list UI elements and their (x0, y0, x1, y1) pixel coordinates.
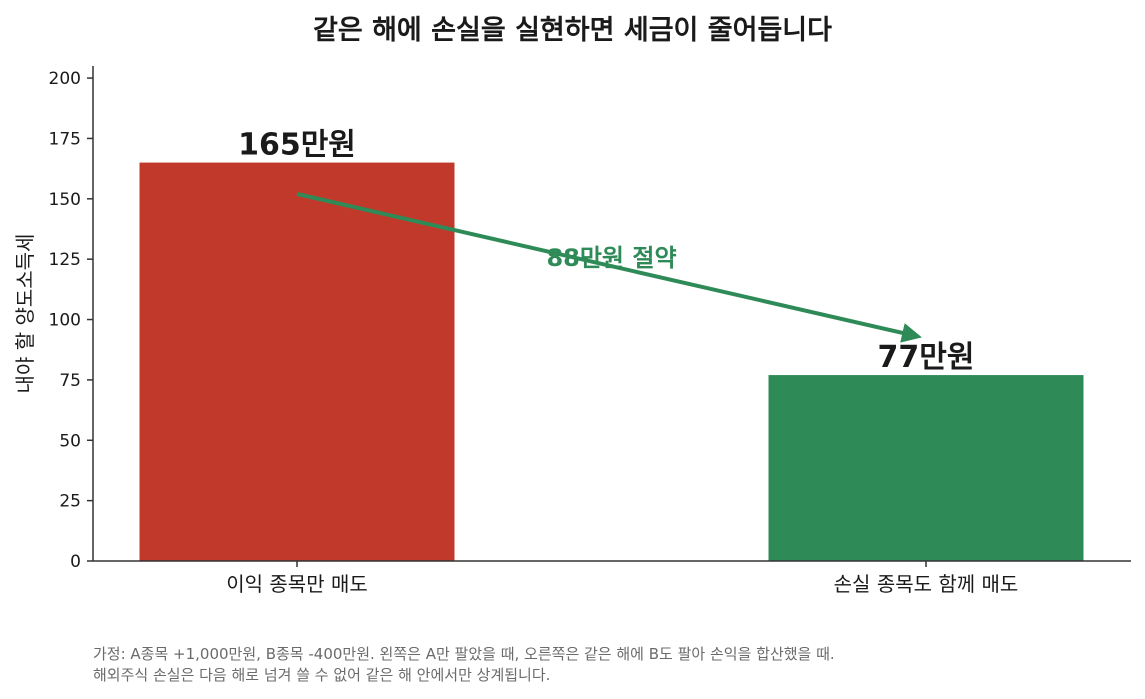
y-tick-label-75: 75 (59, 371, 81, 391)
y-tick-label-100: 100 (49, 311, 81, 331)
chart-title: 같은 해에 손실을 실현하면 세금이 줄어듭니다 (313, 15, 832, 46)
bar-1 (139, 162, 455, 561)
bar-2 (768, 375, 1084, 561)
y-tick-label-0: 0 (70, 552, 81, 572)
footnote-carryforward: 해외주식 손실은 다음 해로 넘겨 쓸 수 없어 같은 해 안에서만 상계됩니다… (93, 666, 551, 684)
x-tick-label-2: 손실 종목도 함께 매도 (834, 572, 1019, 596)
y-tick-label-175: 175 (49, 129, 81, 149)
savings-label: 88만원 절약 (546, 244, 676, 272)
footnote-assumption: 가정: A종목 +1,000만원, B종목 -400만원. 왼쪽은 A만 팔았을… (93, 645, 835, 663)
bar-value-label-2: 77만원 (878, 340, 975, 375)
y-axis-label: 내야 할 양도소득세 (13, 234, 37, 394)
bar-value-label-1: 165만원 (238, 128, 356, 163)
y-tick-label-125: 125 (49, 250, 81, 270)
y-tick-label-150: 150 (49, 190, 81, 210)
savings-arrow (296, 192, 922, 343)
y-tick-label-25: 25 (59, 492, 81, 512)
y-tick-label-50: 50 (59, 431, 81, 451)
x-tick-label-1: 이익 종목만 매도 (226, 572, 368, 596)
y-tick-label-200: 200 (49, 69, 81, 89)
